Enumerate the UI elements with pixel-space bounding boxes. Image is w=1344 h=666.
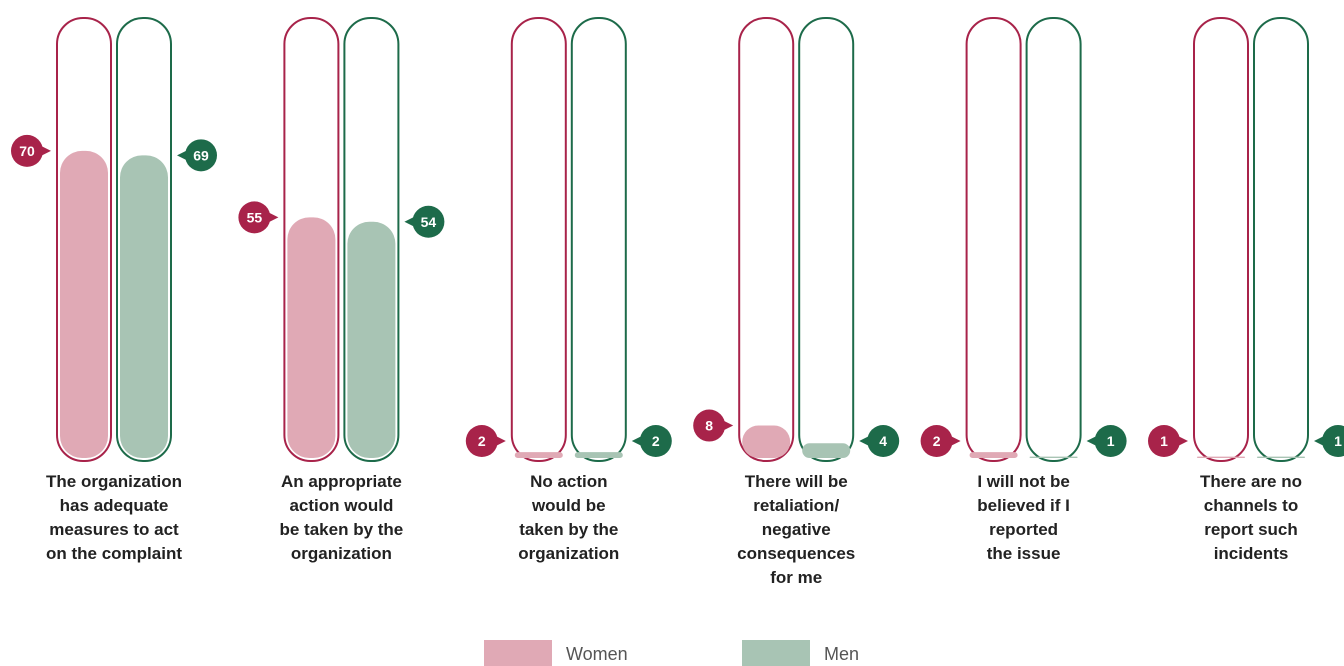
tube: [570, 17, 627, 462]
bar: [347, 221, 396, 458]
badge: [1322, 425, 1344, 457]
badge: [639, 425, 672, 457]
bar: [574, 452, 623, 458]
badge: [465, 425, 498, 457]
bar: [802, 443, 851, 458]
bar: [742, 425, 791, 458]
value-label: 1: [1160, 433, 1168, 449]
tube: [738, 17, 795, 462]
value-label: 70: [19, 143, 35, 159]
bar: [1029, 456, 1078, 458]
legend-label: Women: [566, 644, 628, 664]
value-label: 69: [193, 147, 209, 163]
badge: [412, 205, 445, 238]
value-label: 55: [247, 209, 263, 225]
badge: [693, 409, 726, 442]
tube: [510, 17, 567, 462]
value-label: 1: [1334, 433, 1342, 449]
bar: [287, 217, 336, 458]
bar: [60, 150, 108, 458]
legend-label: Men: [824, 644, 859, 664]
category-label: There are no channels to report such inc…: [1199, 472, 1303, 563]
badge: [1148, 425, 1180, 457]
bar: [1257, 456, 1305, 458]
badge: [238, 201, 271, 234]
legend-swatch: [484, 640, 552, 666]
value-label: 8: [705, 418, 713, 434]
badge: [185, 139, 217, 172]
tube: [1025, 17, 1082, 462]
tube: [798, 17, 855, 462]
value-label: 1: [1107, 433, 1115, 449]
tube: [1253, 17, 1309, 462]
badge: [11, 134, 43, 167]
tube: [1193, 17, 1249, 462]
category-label: There will be retaliation/ negative cons…: [737, 472, 856, 587]
category-label: No action would be taken by the organiza…: [518, 472, 620, 563]
category-label: The organization has adequate measures t…: [46, 472, 182, 563]
bar: [969, 452, 1018, 458]
badge: [867, 425, 900, 457]
bar: [1197, 456, 1245, 458]
value-label: 2: [652, 433, 660, 449]
bar: [514, 452, 563, 458]
tube: [965, 17, 1022, 462]
badge: [920, 425, 953, 457]
legend-swatch: [742, 640, 810, 666]
category-label: I will not be believed if I reported the…: [977, 472, 1070, 563]
bar: [120, 155, 168, 458]
value-label: 54: [421, 214, 437, 230]
value-label: 4: [879, 433, 887, 449]
value-label: 2: [933, 433, 941, 449]
badge: [1094, 425, 1127, 457]
category-label: An appropriate action would be taken by …: [279, 472, 404, 563]
value-label: 2: [478, 433, 486, 449]
